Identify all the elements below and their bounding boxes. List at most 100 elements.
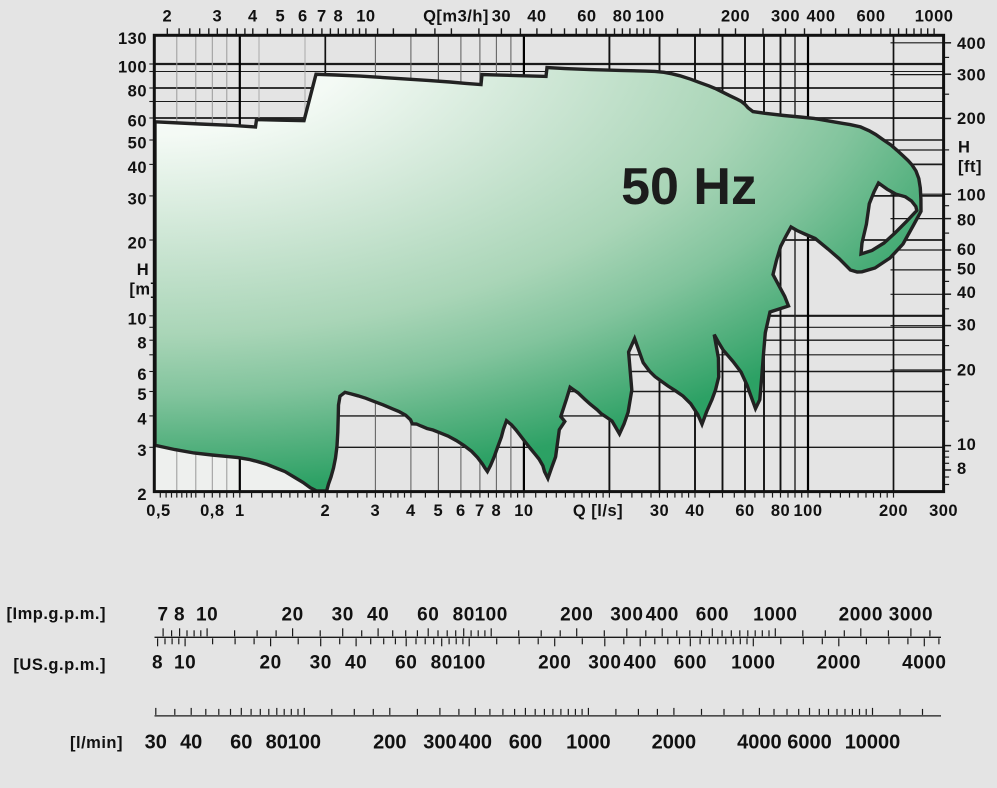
svg-text:30: 30 — [957, 316, 976, 334]
svg-text:40: 40 — [527, 8, 546, 26]
svg-text:2000: 2000 — [652, 732, 697, 754]
svg-text:400: 400 — [806, 8, 835, 26]
svg-text:H: H — [958, 139, 970, 157]
svg-text:60: 60 — [128, 113, 147, 131]
svg-text:40: 40 — [367, 605, 389, 626]
svg-text:8: 8 — [152, 653, 163, 674]
svg-text:40: 40 — [128, 159, 147, 177]
svg-text:0,8: 0,8 — [200, 502, 224, 520]
svg-text:30: 30 — [650, 502, 669, 520]
svg-text:400: 400 — [624, 653, 657, 674]
svg-text:200: 200 — [879, 502, 908, 520]
svg-text:100: 100 — [635, 8, 664, 26]
svg-text:400: 400 — [957, 35, 986, 53]
svg-text:600: 600 — [696, 605, 729, 626]
svg-text:200: 200 — [560, 605, 593, 626]
svg-text:Q[m3/h]: Q[m3/h] — [423, 8, 489, 26]
svg-text:[m]: [m] — [129, 281, 156, 299]
svg-text:100: 100 — [793, 502, 822, 520]
svg-text:60: 60 — [395, 653, 417, 674]
svg-text:5: 5 — [434, 502, 444, 520]
svg-text:1000: 1000 — [753, 605, 797, 626]
svg-text:2: 2 — [137, 486, 147, 504]
svg-text:[Imp.g.p.m.]: [Imp.g.p.m.] — [7, 605, 107, 623]
svg-text:60: 60 — [577, 8, 596, 26]
svg-text:200: 200 — [538, 653, 571, 674]
svg-text:[US.g.p.m.]: [US.g.p.m.] — [13, 656, 106, 674]
svg-text:10: 10 — [174, 653, 196, 674]
svg-text:7: 7 — [475, 502, 485, 520]
svg-text:600: 600 — [509, 732, 542, 754]
svg-text:10: 10 — [514, 502, 533, 520]
svg-text:300: 300 — [610, 605, 643, 626]
svg-text:20: 20 — [282, 605, 304, 626]
svg-text:100: 100 — [118, 59, 147, 77]
svg-text:30: 30 — [145, 732, 167, 754]
svg-text:200: 200 — [373, 732, 406, 754]
svg-text:300: 300 — [929, 502, 958, 520]
svg-text:400: 400 — [459, 732, 492, 754]
svg-text:80: 80 — [957, 211, 976, 229]
svg-text:20: 20 — [260, 653, 282, 674]
svg-text:100: 100 — [957, 186, 986, 204]
svg-text:Q [l/s]: Q [l/s] — [573, 502, 623, 520]
svg-text:300: 300 — [771, 8, 800, 26]
svg-text:6: 6 — [137, 366, 147, 384]
svg-text:300: 300 — [423, 732, 456, 754]
svg-text:600: 600 — [856, 8, 885, 26]
svg-text:40: 40 — [685, 502, 704, 520]
svg-text:4000: 4000 — [902, 653, 946, 674]
svg-text:8: 8 — [174, 605, 185, 626]
svg-text:60: 60 — [417, 605, 439, 626]
svg-text:8: 8 — [137, 335, 147, 353]
svg-text:40: 40 — [180, 732, 202, 754]
svg-text:H: H — [137, 261, 149, 279]
svg-text:80: 80 — [128, 83, 147, 101]
svg-text:6: 6 — [298, 8, 308, 26]
svg-text:[ft]: [ft] — [958, 158, 982, 176]
svg-text:3: 3 — [137, 442, 147, 460]
svg-text:2000: 2000 — [817, 653, 861, 674]
svg-text:4: 4 — [137, 410, 147, 428]
svg-text:20: 20 — [957, 362, 976, 380]
svg-text:1: 1 — [235, 502, 245, 520]
svg-text:130: 130 — [118, 30, 147, 48]
svg-text:30: 30 — [310, 653, 332, 674]
svg-text:0,5: 0,5 — [146, 502, 170, 520]
svg-text:5: 5 — [137, 386, 147, 404]
svg-text:2000: 2000 — [839, 605, 883, 626]
svg-text:100: 100 — [453, 653, 486, 674]
svg-text:200: 200 — [957, 110, 986, 128]
svg-text:10: 10 — [128, 310, 147, 328]
svg-text:3000: 3000 — [889, 605, 933, 626]
svg-text:1000: 1000 — [915, 8, 954, 26]
svg-text:80: 80 — [431, 653, 453, 674]
svg-text:6000: 6000 — [787, 732, 832, 754]
svg-text:3: 3 — [371, 502, 381, 520]
svg-text:100: 100 — [475, 605, 508, 626]
svg-text:20: 20 — [128, 235, 147, 253]
svg-text:10000: 10000 — [845, 732, 901, 754]
svg-text:8: 8 — [333, 8, 343, 26]
svg-text:300: 300 — [588, 653, 621, 674]
svg-text:80: 80 — [771, 502, 790, 520]
svg-text:4: 4 — [406, 502, 416, 520]
svg-text:60: 60 — [735, 502, 754, 520]
svg-text:200: 200 — [721, 8, 750, 26]
svg-text:7: 7 — [158, 605, 169, 626]
svg-text:50 Hz: 50 Hz — [621, 158, 757, 216]
svg-text:30: 30 — [492, 8, 511, 26]
svg-text:10: 10 — [196, 605, 218, 626]
svg-text:10: 10 — [957, 436, 976, 454]
svg-text:8: 8 — [957, 460, 967, 478]
svg-text:4000: 4000 — [737, 732, 782, 754]
svg-text:10: 10 — [356, 8, 375, 26]
svg-text:50: 50 — [128, 135, 147, 153]
svg-text:600: 600 — [674, 653, 707, 674]
svg-text:80: 80 — [613, 8, 632, 26]
svg-text:7: 7 — [317, 8, 327, 26]
svg-text:30: 30 — [128, 190, 147, 208]
svg-text:400: 400 — [646, 605, 679, 626]
svg-text:80: 80 — [266, 732, 288, 754]
svg-text:1000: 1000 — [566, 732, 611, 754]
